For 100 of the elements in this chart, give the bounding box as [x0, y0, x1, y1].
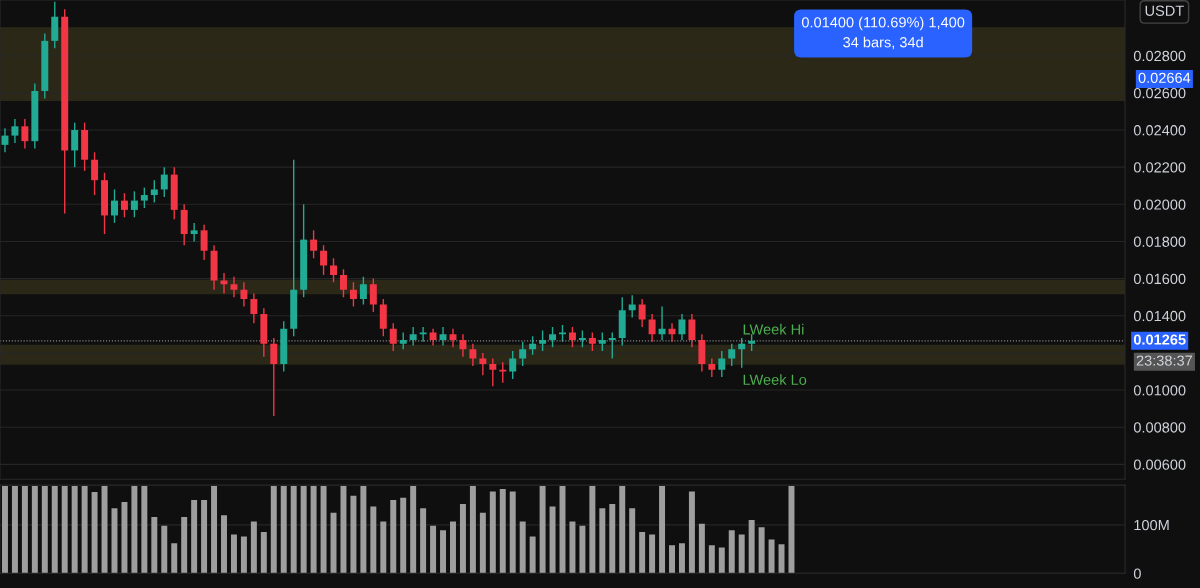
bar	[718, 547, 725, 574]
candlestick	[330, 257, 337, 284]
bar	[121, 502, 128, 574]
bar	[649, 534, 656, 574]
candlestick	[638, 298, 646, 328]
y-tick-label: 0.01600	[1133, 273, 1186, 285]
y-tick-label: 0.01000	[1133, 385, 1186, 396]
bar	[350, 495, 357, 574]
candlestick	[130, 190, 138, 219]
bar	[330, 512, 337, 574]
bar	[31, 486, 38, 574]
candlestick	[140, 186, 148, 209]
y-tick-label: 0.01800	[1133, 236, 1186, 247]
bar	[489, 491, 496, 574]
y-tick-label: 0.00800	[1133, 422, 1186, 433]
bar	[270, 486, 277, 574]
candlestick	[688, 313, 696, 349]
bar	[708, 545, 715, 574]
y-tick-label: 0.01400	[1133, 310, 1186, 322]
candlestick	[608, 331, 616, 360]
bar	[380, 521, 387, 574]
bar	[201, 500, 208, 574]
candlestick	[678, 313, 686, 341]
bar	[300, 486, 307, 574]
bar	[589, 486, 596, 574]
candlestick	[449, 328, 457, 349]
bar	[698, 523, 705, 574]
candlestick	[728, 342, 736, 367]
bar	[131, 486, 138, 574]
bar	[290, 486, 297, 574]
bar	[788, 486, 795, 574]
candlestick	[439, 326, 447, 347]
y-tick-label: 0.02800	[1133, 50, 1186, 62]
candlestick	[160, 166, 168, 198]
bar	[21, 486, 28, 574]
candlestick	[539, 329, 547, 352]
bar	[340, 486, 347, 574]
bar	[370, 506, 377, 574]
candlestick	[588, 331, 596, 352]
bar	[171, 543, 178, 574]
candlestick	[479, 352, 487, 376]
candlestick	[419, 326, 427, 343]
bar	[758, 527, 765, 574]
bar	[61, 486, 68, 574]
bar	[211, 486, 218, 574]
bar	[728, 530, 735, 574]
y-tick-label: 0.02400	[1133, 125, 1186, 136]
bar	[81, 486, 88, 574]
bar	[499, 488, 506, 574]
bar	[161, 525, 168, 574]
candlestick	[489, 357, 497, 388]
bar	[400, 497, 407, 574]
bar	[240, 536, 247, 574]
text: USDT	[1145, 5, 1184, 16]
bar	[479, 512, 486, 574]
candlestick	[120, 192, 128, 219]
bar	[41, 486, 48, 574]
candlestick	[270, 337, 278, 417]
candlestick	[21, 118, 29, 150]
bar	[669, 545, 675, 574]
candlestick	[190, 222, 198, 243]
candlestick	[369, 277, 377, 313]
candlestick	[718, 350, 726, 378]
candlestick	[738, 337, 746, 369]
bar	[360, 486, 367, 574]
bar	[609, 504, 616, 574]
candlestick	[658, 305, 666, 341]
ref-line-label: 0.01265	[1133, 334, 1186, 345]
candlestick	[529, 335, 537, 356]
candlestick	[150, 179, 158, 204]
candlestick	[628, 294, 636, 319]
candlestick	[200, 224, 208, 261]
annotation: LWeek Hi	[743, 323, 804, 335]
candlestick	[389, 322, 397, 352]
candlestick	[409, 326, 417, 347]
annotation: 0.01400 (110.69%) 1,400 34 bars, 34d	[801, 16, 965, 50]
bar	[599, 508, 606, 574]
bar	[91, 491, 98, 574]
candlestick	[310, 229, 318, 259]
bar	[280, 486, 287, 574]
annotation: LWeek Lo	[743, 374, 807, 385]
bar	[450, 521, 456, 574]
bar	[659, 486, 666, 574]
candlestick	[708, 357, 716, 378]
candlestick	[320, 244, 328, 276]
bar	[310, 486, 317, 574]
candlestick	[359, 276, 367, 306]
bar	[181, 517, 188, 574]
bar	[678, 543, 685, 574]
y-tick-label: 0.02200	[1133, 162, 1186, 173]
candlestick	[11, 118, 19, 144]
bar	[748, 519, 755, 574]
candlestick	[91, 151, 99, 196]
bar	[390, 500, 397, 574]
bar	[230, 534, 237, 574]
bar	[191, 500, 198, 574]
candlestick	[648, 313, 656, 343]
bar	[639, 532, 646, 574]
bar	[519, 521, 526, 574]
candlestick	[71, 121, 79, 168]
